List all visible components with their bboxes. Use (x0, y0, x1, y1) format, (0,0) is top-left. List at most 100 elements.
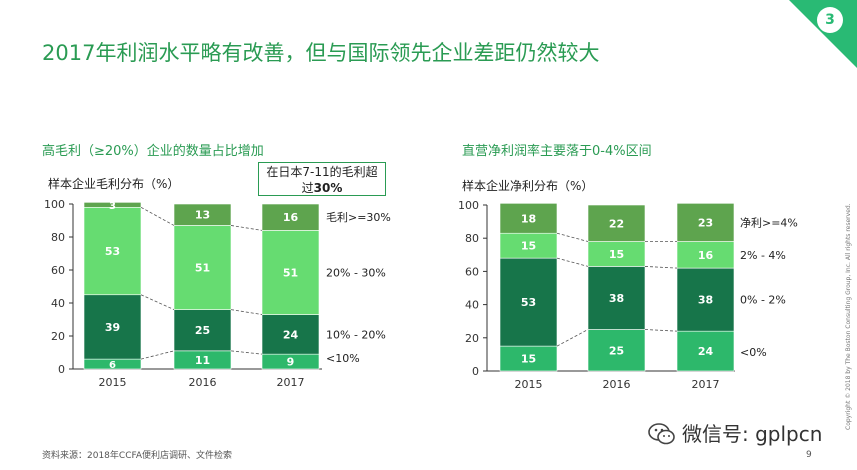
segment-connector (140, 294, 175, 310)
y-tick-label: 20 (51, 330, 65, 343)
bar-segment (173, 309, 232, 352)
y-tick-label: 100 (44, 198, 65, 211)
y-tick-label: 60 (465, 265, 479, 278)
bar-value-label: 38 (698, 294, 713, 307)
segment-connector (230, 309, 263, 315)
bar-value-label: 15 (521, 353, 536, 366)
right-stacked-bar-chart: 0 20 40 60 80 100 15 53 15 18 2015 25 38 15 22 2016 24 38… (458, 199, 798, 391)
bar-value-label: 25 (609, 344, 624, 357)
callout-value: 30% (313, 181, 343, 195)
bar-value-label: 38 (609, 292, 624, 305)
bar-value-label: 39 (105, 321, 120, 334)
y-tick-label: 80 (465, 232, 479, 245)
bar-segment (173, 225, 232, 310)
y-tick-label: 80 (51, 231, 65, 244)
y-tick-label: 40 (51, 297, 65, 310)
bar-segment (587, 204, 646, 242)
series-legend-label: 10% - 20% (326, 328, 386, 341)
page-number: 9 (806, 450, 812, 460)
bar-value-label: 22 (609, 217, 624, 230)
bar-value-label: 15 (521, 240, 536, 253)
y-tick-label: 20 (465, 332, 479, 345)
segment-connector (644, 329, 678, 332)
wechat-icon (648, 423, 675, 445)
callout-prefix: 过 (301, 181, 314, 195)
segment-connector (230, 350, 263, 355)
series-legend-label: 净利>=4% (740, 215, 798, 229)
bar-value-label: 24 (283, 328, 299, 341)
left-chart-ylabel: 样本企业毛利分布（%） (48, 177, 180, 191)
series-legend-label: 20% - 30% (326, 266, 386, 279)
japan-7-11-callout: 在日本7-11的毛利超 过30% (258, 162, 386, 196)
bar-segment (83, 202, 142, 208)
callout-emphasis: 过30% (259, 180, 385, 196)
x-tick-label: 2017 (277, 376, 305, 389)
x-tick-label: 2015 (99, 376, 127, 389)
x-tick-label: 2016 (189, 376, 217, 389)
bar-segment (587, 266, 646, 330)
segment-connector (140, 350, 175, 360)
bar-segment (499, 203, 558, 234)
bar-value-label: 18 (521, 212, 536, 225)
bar-value-label: 6 (109, 360, 116, 371)
bar-value-label: 53 (105, 245, 120, 258)
bar-value-label: 51 (195, 262, 210, 275)
slide-number-badge: 3 (817, 7, 843, 33)
bar-value-label: 23 (698, 216, 713, 229)
left-chart-subtitle: 高毛利（≥20%）企业的数量占比增加 (42, 144, 264, 159)
series-legend-label: 0% - 2% (740, 294, 786, 307)
callout-text: 在日本7-11的毛利超 (266, 165, 378, 179)
bar-value-label: 53 (521, 296, 536, 309)
series-legend-label: 毛利>=30% (326, 211, 391, 224)
bar-segment (83, 294, 142, 360)
segment-connector (556, 329, 589, 347)
wechat-id: 微信号: gplpcn (682, 422, 823, 446)
bar-value-label: 16 (283, 211, 299, 224)
segment-connector (230, 225, 263, 231)
bar-segment (173, 203, 232, 226)
bar-value-label: 16 (698, 249, 714, 262)
series-legend-label: <10% (326, 352, 360, 365)
bar-value-label: 15 (609, 248, 624, 261)
x-tick-label: 2015 (515, 378, 543, 391)
bar-segment (676, 203, 735, 242)
series-legend-label: 2% - 4% (740, 249, 786, 262)
wechat-watermark: 微信号: gplpcn (648, 418, 822, 447)
page-title: 2017年利润水平略有改善，但与国际领先企业差距仍然较大 (42, 41, 600, 65)
right-chart-ylabel: 样本企业净利分布（%） (462, 179, 594, 193)
bar-segment (261, 314, 320, 355)
x-tick-label: 2016 (603, 378, 631, 391)
source-note: 资料来源：2018年CCFA便利店调研、文件检索 (42, 451, 232, 461)
bar-segment (499, 257, 558, 347)
y-tick-label: 0 (472, 365, 479, 378)
bar-value-label: 9 (287, 356, 295, 369)
bar-segment (676, 267, 735, 332)
left-stacked-bar-chart: 0 20 40 60 80 100 6 39 53 3 2015 11 25 51 13 2016 9 24 51 1… (44, 198, 391, 389)
bar-value-label: 24 (698, 345, 714, 358)
bar-segment (587, 329, 646, 372)
bar-segment (261, 230, 320, 315)
bar-segment (499, 232, 558, 259)
copyright-note: Copyright © 2018 by The Boston Consultin… (845, 203, 852, 430)
segment-connector (140, 206, 175, 226)
segment-connector (556, 232, 589, 242)
y-tick-label: 60 (51, 264, 65, 277)
y-tick-label: 0 (58, 363, 65, 376)
segment-connector (644, 266, 678, 269)
bar-value-label: 11 (195, 354, 210, 367)
x-tick-label: 2017 (692, 378, 720, 391)
bar-value-label: 25 (195, 324, 210, 337)
bar-value-label: 13 (195, 209, 210, 222)
bar-segment (83, 207, 142, 296)
right-chart-subtitle: 直营净利润率主要落于0-4%区间 (462, 144, 652, 159)
bar-segment (499, 345, 558, 372)
bar-segment (676, 330, 735, 372)
bar-value-label: 51 (283, 266, 298, 279)
series-legend-label: <0% (740, 346, 767, 359)
y-tick-label: 100 (458, 199, 479, 212)
segment-connector (556, 257, 589, 267)
bar-value-label: 3 (109, 201, 116, 212)
bar-segment (587, 241, 646, 267)
bar-segment (261, 203, 320, 231)
y-tick-label: 40 (465, 299, 479, 312)
